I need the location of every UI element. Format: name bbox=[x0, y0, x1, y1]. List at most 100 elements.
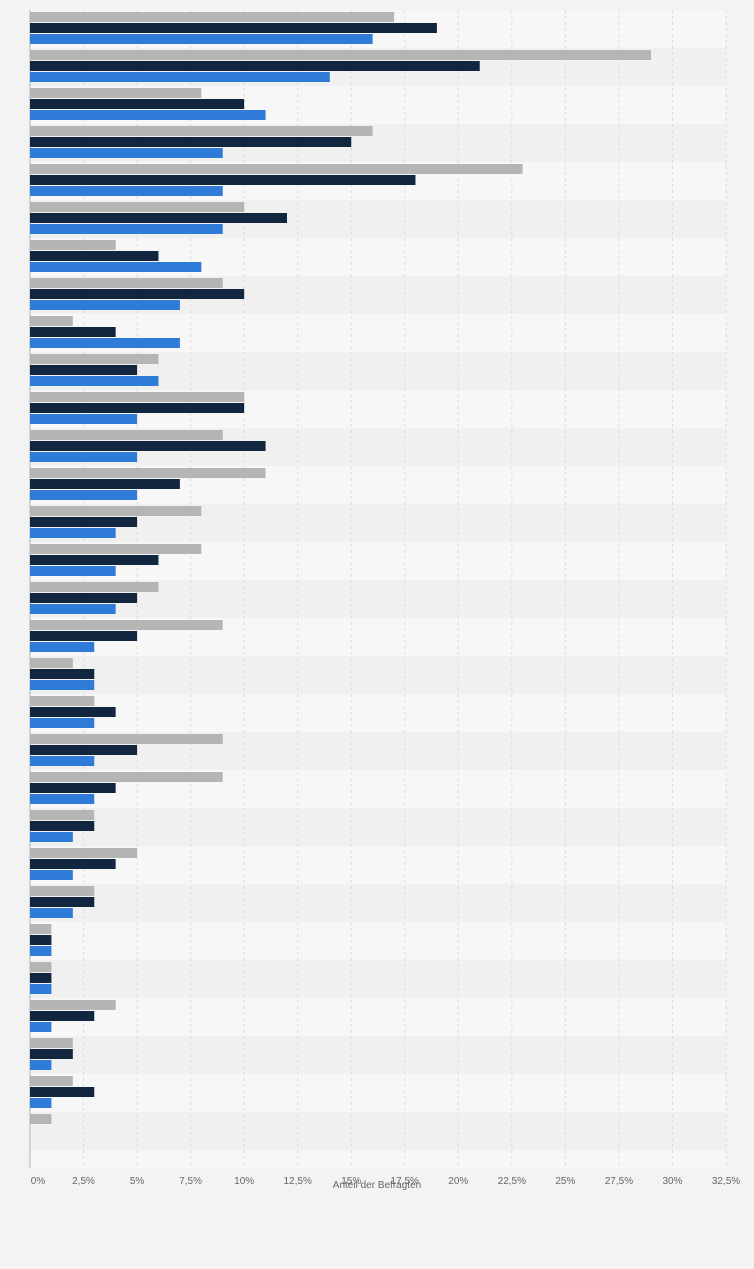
bar[interactable] bbox=[30, 251, 159, 261]
bar[interactable] bbox=[30, 50, 652, 60]
bar[interactable] bbox=[30, 137, 352, 147]
bar[interactable] bbox=[30, 1049, 73, 1059]
bar[interactable] bbox=[30, 61, 480, 71]
bar[interactable] bbox=[30, 848, 138, 858]
bar[interactable] bbox=[30, 164, 523, 174]
row-band bbox=[30, 808, 726, 846]
bar[interactable] bbox=[30, 110, 266, 120]
bar[interactable] bbox=[30, 1087, 95, 1097]
bar[interactable] bbox=[30, 316, 73, 326]
bar[interactable] bbox=[30, 973, 52, 983]
bar[interactable] bbox=[30, 213, 287, 223]
bar[interactable] bbox=[30, 859, 116, 869]
x-tick-label: 22,5% bbox=[498, 1176, 526, 1187]
bar[interactable] bbox=[30, 365, 138, 375]
bar[interactable] bbox=[30, 414, 138, 424]
bar[interactable] bbox=[30, 1000, 116, 1010]
bar[interactable] bbox=[30, 506, 202, 516]
bar[interactable] bbox=[30, 126, 373, 136]
x-tick-label: 20% bbox=[448, 1176, 468, 1187]
bar[interactable] bbox=[30, 1038, 73, 1048]
bar[interactable] bbox=[30, 240, 116, 250]
row-band bbox=[30, 1112, 726, 1150]
bar[interactable] bbox=[30, 821, 95, 831]
bar[interactable] bbox=[30, 593, 138, 603]
bar[interactable] bbox=[30, 566, 116, 576]
bars bbox=[30, 12, 652, 1124]
bar[interactable] bbox=[30, 490, 138, 500]
bar[interactable] bbox=[30, 984, 52, 994]
bar[interactable] bbox=[30, 403, 245, 413]
bar[interactable] bbox=[30, 756, 95, 766]
bar[interactable] bbox=[30, 794, 95, 804]
bar[interactable] bbox=[30, 517, 138, 527]
bar[interactable] bbox=[30, 1098, 52, 1108]
bar[interactable] bbox=[30, 658, 73, 668]
x-tick-label: 17,5% bbox=[391, 1176, 419, 1187]
bar[interactable] bbox=[30, 1076, 73, 1086]
bar[interactable] bbox=[30, 468, 266, 478]
bar[interactable] bbox=[30, 1022, 52, 1032]
bar[interactable] bbox=[30, 175, 416, 185]
bar[interactable] bbox=[30, 924, 52, 934]
x-tick-label: 32,5% bbox=[712, 1176, 740, 1187]
bar[interactable] bbox=[30, 1060, 52, 1070]
bar[interactable] bbox=[30, 886, 95, 896]
bar[interactable] bbox=[30, 908, 73, 918]
bar[interactable] bbox=[30, 962, 52, 972]
bar[interactable] bbox=[30, 783, 116, 793]
bar[interactable] bbox=[30, 555, 159, 565]
bar[interactable] bbox=[30, 12, 395, 22]
bar[interactable] bbox=[30, 642, 95, 652]
bar[interactable] bbox=[30, 327, 116, 337]
x-axis-title: Anteil der Befragten bbox=[333, 1180, 421, 1191]
bar[interactable] bbox=[30, 897, 95, 907]
bar[interactable] bbox=[30, 441, 266, 451]
bar[interactable] bbox=[30, 72, 330, 82]
bar[interactable] bbox=[30, 1011, 95, 1021]
bar[interactable] bbox=[30, 669, 95, 679]
bar[interactable] bbox=[30, 544, 202, 554]
bar[interactable] bbox=[30, 376, 159, 386]
bar[interactable] bbox=[30, 99, 245, 109]
bar[interactable] bbox=[30, 810, 95, 820]
bar[interactable] bbox=[30, 338, 180, 348]
bar[interactable] bbox=[30, 392, 245, 402]
bar[interactable] bbox=[30, 148, 223, 158]
bar[interactable] bbox=[30, 88, 202, 98]
x-tick-label: 12,5% bbox=[284, 1176, 312, 1187]
bar[interactable] bbox=[30, 430, 223, 440]
bar[interactable] bbox=[30, 696, 95, 706]
bar[interactable] bbox=[30, 734, 223, 744]
bar[interactable] bbox=[30, 870, 73, 880]
bar[interactable] bbox=[30, 479, 180, 489]
bar[interactable] bbox=[30, 946, 52, 956]
bar[interactable] bbox=[30, 604, 116, 614]
bar[interactable] bbox=[30, 186, 223, 196]
bar[interactable] bbox=[30, 289, 245, 299]
bar[interactable] bbox=[30, 354, 159, 364]
bar[interactable] bbox=[30, 528, 116, 538]
bar[interactable] bbox=[30, 202, 245, 212]
bar[interactable] bbox=[30, 34, 373, 44]
bar[interactable] bbox=[30, 300, 180, 310]
bar[interactable] bbox=[30, 452, 138, 462]
x-tick-label: 30% bbox=[662, 1176, 682, 1187]
bar[interactable] bbox=[30, 278, 223, 288]
bar[interactable] bbox=[30, 680, 95, 690]
bar[interactable] bbox=[30, 23, 437, 33]
bar[interactable] bbox=[30, 718, 95, 728]
bar[interactable] bbox=[30, 262, 202, 272]
bar[interactable] bbox=[30, 745, 138, 755]
bar[interactable] bbox=[30, 1114, 52, 1124]
bar[interactable] bbox=[30, 224, 223, 234]
bar[interactable] bbox=[30, 582, 159, 592]
bar[interactable] bbox=[30, 631, 138, 641]
bar[interactable] bbox=[30, 832, 73, 842]
x-axis-ticks: 0% 2,5% 5% 7,5% 10% 12,5% 15% 17,5% 20% 22,5% 25% 2… bbox=[31, 1176, 741, 1187]
bar[interactable] bbox=[30, 772, 223, 782]
bar[interactable] bbox=[30, 707, 116, 717]
bar[interactable] bbox=[30, 935, 52, 945]
bar[interactable] bbox=[30, 620, 223, 630]
